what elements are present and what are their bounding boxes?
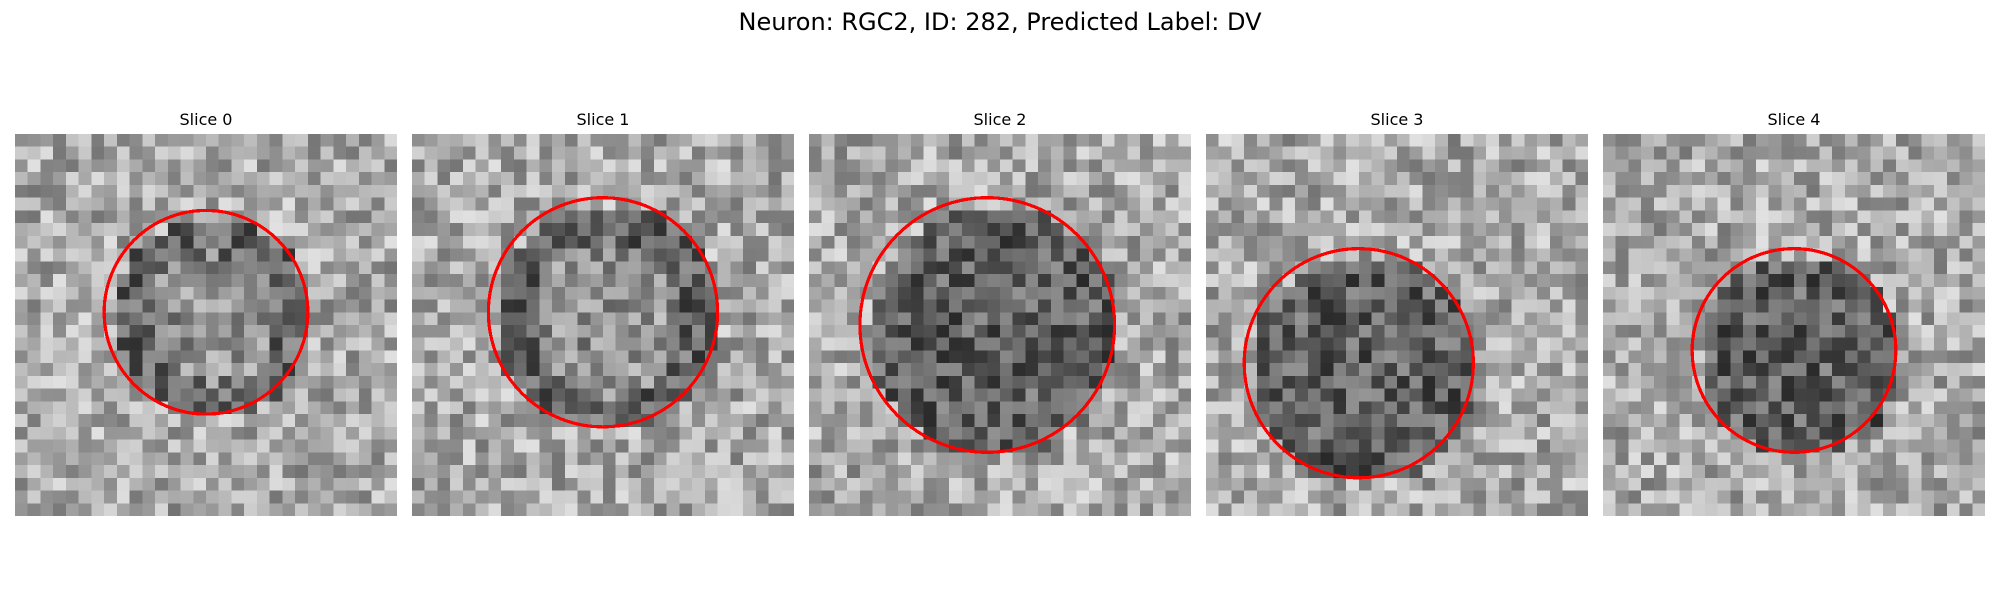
slice-panel-2: Slice 2 [809, 110, 1191, 516]
contour-outline [102, 208, 310, 416]
contour-outline [1690, 247, 1898, 454]
slice-title: Slice 3 [1370, 110, 1424, 129]
slice-title: Slice 4 [1767, 110, 1821, 129]
slice-panel-1: Slice 1 [412, 110, 794, 516]
slice-title: Slice 2 [973, 110, 1027, 129]
slice-image [1603, 134, 1985, 516]
slice-panel-4: Slice 4 [1603, 110, 1985, 516]
slice-title: Slice 0 [179, 110, 233, 129]
slice-title: Slice 1 [576, 110, 630, 129]
slice-image [412, 134, 794, 516]
slice-image [15, 134, 397, 516]
contour-outline [858, 196, 1117, 454]
slice-panel-3: Slice 3 [1206, 110, 1588, 516]
figure-title: Neuron: RGC2, ID: 282, Predicted Label: … [738, 8, 1262, 36]
slice-image [1206, 134, 1588, 516]
contour-outline [486, 196, 720, 429]
contour-outline [1242, 247, 1475, 480]
slice-panel-0: Slice 0 [15, 110, 397, 516]
slice-image [809, 134, 1191, 516]
